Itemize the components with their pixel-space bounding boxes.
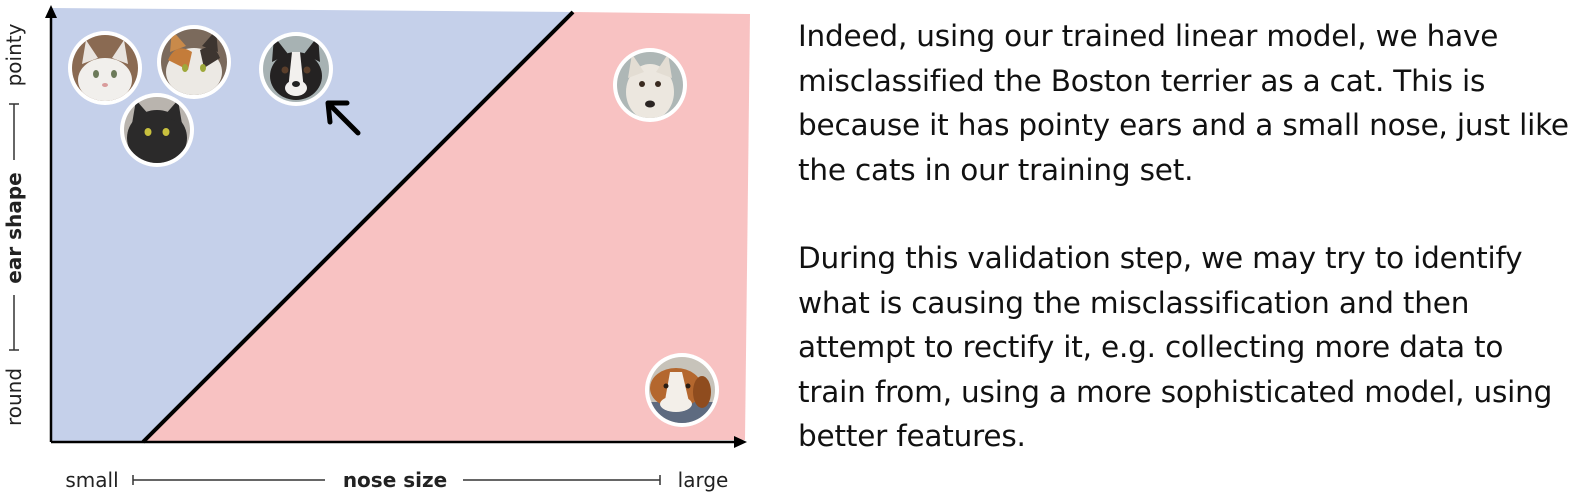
- y-axis-min-label: round: [2, 368, 26, 426]
- x-axis: [51, 436, 747, 448]
- white-cat-photo: [68, 31, 142, 105]
- decision-boundary: [141, 10, 575, 444]
- calico-cat-photo: [157, 25, 231, 99]
- x-axis-title: nose size: [343, 468, 447, 492]
- white-dog-photo: [613, 48, 687, 122]
- explanation-text: Indeed, using our trained linear model, …: [798, 14, 1578, 459]
- y-axis-title: ear shape: [2, 172, 26, 283]
- explanation-paragraph-2: During this validation step, we may try …: [798, 241, 1553, 453]
- boston-terrier-photo: [259, 32, 333, 106]
- x-axis-min-label: small: [65, 468, 118, 492]
- x-axis-max-label: large: [678, 468, 729, 492]
- beagle-photo: [645, 353, 719, 427]
- y-axis-max-label: pointy: [2, 23, 26, 86]
- classification-diagram: pointy ear shape round small nose size l…: [2, 5, 750, 492]
- y-axis: [45, 5, 57, 442]
- misclassification-arrow: [325, 100, 361, 136]
- dog-region: [143, 12, 750, 442]
- explanation-paragraph-1: Indeed, using our trained linear model, …: [798, 19, 1569, 187]
- black-cat-photo: [120, 93, 194, 167]
